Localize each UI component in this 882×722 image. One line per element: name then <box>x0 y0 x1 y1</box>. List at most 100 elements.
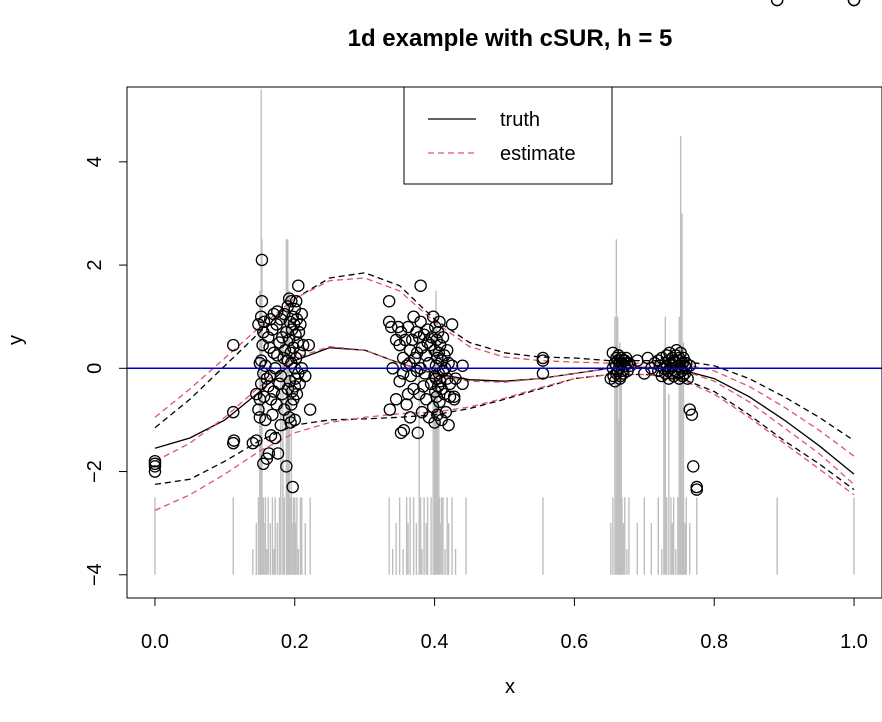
data-point <box>414 315 427 329</box>
data-point <box>456 377 469 391</box>
x-tick-label: 0.6 <box>561 631 589 653</box>
data-point <box>292 279 305 292</box>
data-point <box>400 398 413 411</box>
x-axis: 0.0 0.2 0.4 0.6 0.8 1.0 <box>141 597 868 653</box>
data-point <box>252 403 265 416</box>
y-axis-label: y <box>5 335 27 345</box>
band-line <box>154 277 855 457</box>
legend-box <box>403 86 613 185</box>
data-point <box>246 436 260 450</box>
data-point <box>685 408 699 422</box>
x-tick-label: 0.4 <box>421 631 449 653</box>
data-point <box>770 0 784 7</box>
data-point <box>438 387 451 401</box>
data-point <box>227 405 240 419</box>
data-point <box>271 305 284 318</box>
data-point <box>447 393 461 406</box>
data-point <box>433 315 446 329</box>
data-point <box>456 359 469 372</box>
y-tick-label: −2 <box>84 460 106 483</box>
data-point <box>285 294 298 308</box>
data-point <box>440 343 454 357</box>
data-point <box>445 359 459 372</box>
data-point <box>442 418 455 432</box>
data-point <box>253 411 267 424</box>
data-point <box>281 354 295 367</box>
data-point <box>148 457 162 471</box>
data-point <box>414 279 427 292</box>
data-point <box>405 333 419 347</box>
data-point <box>262 447 276 460</box>
data-point <box>432 346 446 360</box>
data-point <box>384 320 398 334</box>
data-point <box>282 411 296 424</box>
data-point <box>410 364 424 378</box>
band-lines <box>154 272 855 511</box>
data-point <box>280 460 293 473</box>
data-point <box>294 318 307 331</box>
y-tick-label: 4 <box>84 156 106 167</box>
data-point <box>282 292 296 305</box>
series-line-estimate <box>154 345 855 485</box>
data-point <box>299 369 312 383</box>
data-point <box>397 423 411 437</box>
data-point <box>536 351 550 365</box>
data-point <box>417 380 430 393</box>
data-point <box>445 318 459 331</box>
data-point <box>393 374 406 388</box>
y-tick-label: 0 <box>84 363 106 374</box>
data-point <box>389 393 403 406</box>
x-axis-label: x <box>505 676 515 698</box>
data-point <box>255 253 269 267</box>
y-tick-label: −4 <box>84 563 106 586</box>
data-point <box>400 359 413 372</box>
data-point <box>148 465 162 478</box>
x-tick-label: 0.8 <box>700 631 728 653</box>
data-point <box>403 411 417 424</box>
data-point <box>289 294 303 308</box>
data-point <box>536 354 550 367</box>
data-point <box>266 408 279 422</box>
data-point <box>274 418 288 432</box>
data-point <box>681 372 694 385</box>
y-tick-label: 2 <box>84 260 106 271</box>
data-point <box>148 460 162 473</box>
data-point <box>398 333 412 347</box>
data-point <box>382 294 396 308</box>
data-point <box>250 434 263 447</box>
data-point <box>286 480 299 494</box>
data-point <box>690 483 703 496</box>
chart-title: 1d example with cSUR, h = 5 <box>348 25 673 52</box>
x-tick-label: 0.2 <box>281 631 309 653</box>
data-point <box>257 315 271 329</box>
data-point <box>227 434 241 447</box>
data-point <box>260 372 274 385</box>
data-point <box>259 359 272 372</box>
data-point <box>678 359 692 372</box>
legend-label-estimate: estimate <box>500 143 576 165</box>
data-point <box>536 367 550 380</box>
data-point <box>383 403 397 416</box>
y-axis: −4 −2 0 2 4 <box>84 156 128 586</box>
rug-layer <box>154 89 855 575</box>
legend-label-truth: truth <box>500 109 540 131</box>
band-line <box>154 373 855 491</box>
data-point <box>683 359 697 372</box>
x-tick-label: 0.0 <box>141 631 169 653</box>
data-point <box>264 429 278 442</box>
data-point <box>296 338 310 352</box>
data-point <box>227 338 240 352</box>
data-point <box>303 403 317 416</box>
data-point <box>847 0 861 7</box>
data-point <box>428 416 441 429</box>
data-point <box>690 480 703 494</box>
observation-points <box>148 0 861 496</box>
data-point <box>289 328 302 342</box>
data-point <box>257 390 271 403</box>
data-point <box>255 294 269 308</box>
band-line <box>154 373 855 511</box>
band-line <box>154 272 855 442</box>
data-point <box>271 447 285 460</box>
data-point <box>687 460 700 473</box>
